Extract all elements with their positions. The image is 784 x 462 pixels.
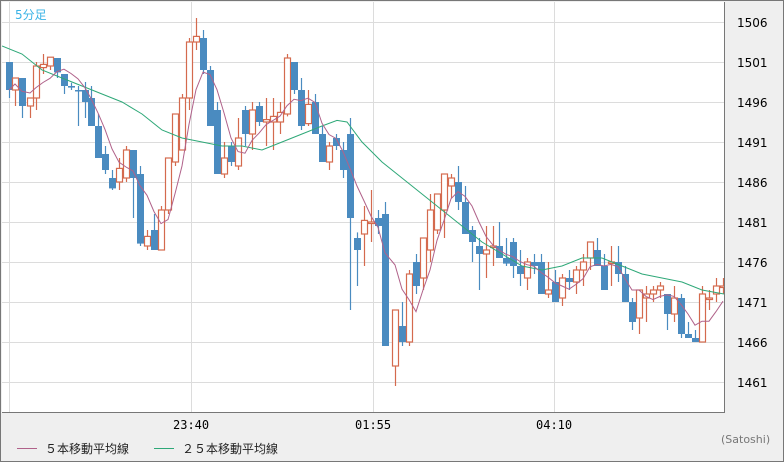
y-tick-label: 1506	[737, 15, 768, 30]
x-tick-label: 04:10	[536, 418, 573, 432]
candlestick-chart	[2, 2, 724, 412]
legend-ma5: ５本移動平均線	[17, 440, 129, 457]
y-tick-label: 1471	[737, 295, 768, 310]
timeframe-label: 5分足	[15, 8, 47, 22]
legend-ma25: ２５本移動平均線	[154, 440, 278, 457]
y-tick-label: 1491	[737, 135, 768, 150]
y-tick-label: 1481	[737, 215, 768, 230]
legend-label: ２５本移動平均線	[182, 442, 279, 456]
y-tick-label: 1501	[737, 55, 768, 70]
y-tick-label: 1496	[737, 95, 768, 110]
y-tick-label: 1486	[737, 175, 768, 190]
x-tick-label: 01:55	[355, 418, 392, 432]
legend-label: ５本移動平均線	[45, 442, 130, 456]
y-tick-label: 1466	[737, 335, 768, 350]
ma25-line-swatch-icon	[154, 448, 174, 449]
y-tick-label: 1476	[737, 255, 768, 270]
x-tick-label: 23:40	[173, 418, 210, 432]
plot-area[interactable]: 5分足	[2, 2, 725, 413]
y-tick-label: 1461	[737, 375, 768, 390]
ma5-line-swatch-icon	[17, 448, 37, 449]
credit-label: (Satoshi)	[721, 433, 771, 446]
